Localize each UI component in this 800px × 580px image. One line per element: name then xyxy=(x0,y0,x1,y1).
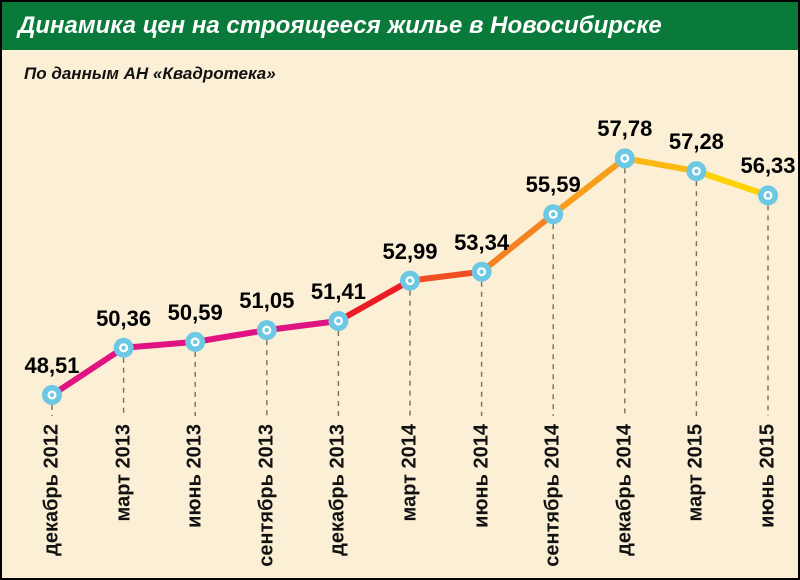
x-axis-label: июнь 2013 xyxy=(184,424,207,528)
value-label: 56,33 xyxy=(740,153,795,179)
value-label: 50,36 xyxy=(96,306,151,332)
x-axis-label: март 2014 xyxy=(399,424,422,521)
x-axis-label: сентябрь 2014 xyxy=(542,424,565,567)
x-axis-label: июнь 2015 xyxy=(757,424,780,528)
value-label: 52,99 xyxy=(382,239,437,265)
value-label: 57,78 xyxy=(597,116,652,142)
chart-plot-area: По данным АН «Квадротека» 48,5150,3650,5… xyxy=(2,50,798,578)
x-axis-label: декабрь 2012 xyxy=(41,424,64,556)
value-label: 48,51 xyxy=(24,353,79,379)
x-axis-label: декабрь 2013 xyxy=(327,424,350,556)
x-axis-label: март 2015 xyxy=(685,424,708,521)
value-label: 53,34 xyxy=(454,230,509,256)
chart-title: Динамика цен на строящееся жилье в Новос… xyxy=(18,12,662,39)
x-axis-label: март 2013 xyxy=(112,424,135,521)
value-label: 51,41 xyxy=(311,279,366,305)
value-label: 50,59 xyxy=(168,300,223,326)
chart-frame: Динамика цен на строящееся жилье в Новос… xyxy=(0,0,800,580)
value-label: 55,59 xyxy=(526,172,581,198)
chart-titlebar: Динамика цен на строящееся жилье в Новос… xyxy=(2,2,798,50)
value-label: 51,05 xyxy=(239,288,294,314)
x-axis-label: декабрь 2014 xyxy=(613,424,636,556)
value-label: 57,28 xyxy=(669,129,724,155)
x-axis-label: сентябрь 2013 xyxy=(255,424,278,567)
x-axis-label: июнь 2014 xyxy=(470,424,493,528)
